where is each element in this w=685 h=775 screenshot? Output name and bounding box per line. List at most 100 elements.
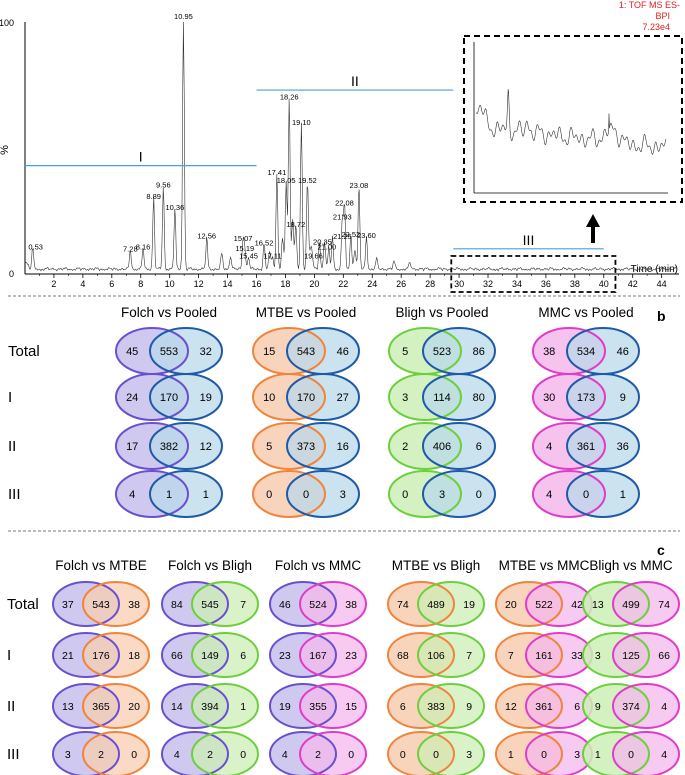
x-tick-label: 22 [338, 279, 348, 289]
venn-left-circle [161, 731, 229, 775]
peak-label: 12.56 [197, 232, 216, 241]
venn-right-only: 23 [345, 650, 357, 662]
venn-left-circle [387, 632, 455, 678]
venn-left-only: 37 [62, 599, 74, 611]
venn-right-fill [418, 582, 484, 626]
venn-left-circle [532, 422, 606, 470]
venn-left-only: 74 [397, 599, 409, 611]
comparison-title: MMC vs Pooled [538, 305, 633, 320]
venn-right-only: 46 [337, 346, 349, 358]
venn-shared: 0 [303, 489, 309, 501]
venn-right-fill [418, 684, 484, 728]
x-tick-label: 42 [628, 279, 638, 289]
row-label-iii: III [8, 486, 21, 503]
venn-shared: 553 [160, 346, 178, 358]
venn-shared: 522 [535, 599, 553, 611]
venn-right-only: 66 [658, 650, 670, 662]
row-label-ii: II [7, 698, 15, 715]
venn-right-only: 1 [240, 701, 246, 713]
venn-right-fill [300, 684, 366, 728]
venn-right-only: 4 [661, 749, 667, 761]
venn-right-fill [192, 633, 258, 677]
peak-label: 10.95 [174, 12, 193, 21]
venn-right-circle [191, 632, 259, 678]
venn-right-fill [526, 633, 592, 677]
venn-right-only: 19 [200, 392, 212, 404]
venn-left-circle [582, 683, 650, 729]
venn-left-only: 30 [543, 392, 555, 404]
venn-right-fill [418, 633, 484, 677]
venn-right-fill [150, 374, 222, 420]
venn-right-fill [418, 732, 484, 775]
venn-left-only: 3 [595, 650, 601, 662]
x-tick-label: 38 [570, 279, 580, 289]
venn-right-circle [612, 731, 680, 775]
venn-left-only: 17 [126, 441, 138, 453]
venn-right-fill [423, 423, 495, 469]
peak-label: 9.56 [156, 180, 171, 189]
peak-label: 18.72 [286, 220, 305, 229]
comparison-title: Bligh vs MMC [589, 558, 673, 573]
venn-shared: 489 [427, 599, 445, 611]
venn-right-only: 4 [661, 701, 667, 713]
comparison-title: MTBE vs Pooled [256, 305, 357, 320]
venn-right-only: 42 [571, 599, 583, 611]
venn-right-circle [299, 632, 367, 678]
venn-left-circle [387, 731, 455, 775]
x-tick-label: 14 [223, 279, 233, 289]
venn-right-fill [567, 328, 639, 374]
row-label-total: Total [7, 596, 39, 613]
venn-right-circle [422, 422, 496, 470]
venn-left-circle [115, 422, 189, 470]
venn-left-only: 3 [402, 392, 408, 404]
venn-right-only: 36 [617, 441, 629, 453]
venn-left-only: 38 [543, 346, 555, 358]
venn-left-only: 6 [400, 701, 406, 713]
venn-right-fill [192, 684, 258, 728]
row-label-total: Total [8, 343, 40, 360]
venn-left-only: 15 [263, 346, 275, 358]
venn-left-circle [388, 373, 462, 421]
venn-left-only: 5 [402, 346, 408, 358]
venn-left-only: 21 [62, 650, 74, 662]
venn-right-circle [82, 581, 150, 627]
venn-left-only: 19 [279, 701, 291, 713]
venn-left-circle [495, 632, 563, 678]
venn-left-only: 4 [174, 749, 180, 761]
peak-label: 17.41 [268, 168, 287, 177]
venn-right-only: 7 [466, 650, 472, 662]
x-tick-label: 32 [483, 279, 493, 289]
peak-label: 18.26 [280, 93, 299, 102]
venn-shared: 543 [92, 599, 110, 611]
panel-label-c: c [657, 542, 665, 558]
venn-right-only: 3 [574, 749, 580, 761]
venn-left-only: 1 [595, 749, 601, 761]
venn-shared: 545 [201, 599, 219, 611]
peak-label: 21.93 [333, 212, 352, 221]
region-label-II: II [351, 73, 359, 89]
venn-left-circle [582, 632, 650, 678]
venn-right-fill [613, 684, 679, 728]
peak-label: 7.28 [123, 244, 138, 253]
x-tick-label: 20 [309, 279, 319, 289]
venn-left-only: 5 [266, 441, 272, 453]
venn-left-circle [52, 683, 120, 729]
venn-right-fill [150, 471, 222, 517]
x-tick-label: 16 [251, 279, 261, 289]
venn-right-fill [83, 582, 149, 626]
venn-right-only: 16 [337, 441, 349, 453]
chromatogram-trace [24, 21, 677, 272]
venn-left-circle [269, 632, 337, 678]
venn-shared: 373 [297, 441, 315, 453]
venn-right-circle [191, 731, 259, 775]
comparison-title: Folch vs MMC [275, 558, 362, 573]
peak-label: 21.25 [333, 232, 352, 241]
venn-right-fill [150, 423, 222, 469]
venn-right-circle [612, 581, 680, 627]
venn-left-only: 45 [126, 346, 138, 358]
peak-label: 23.08 [350, 181, 369, 190]
venn-right-only: 33 [571, 650, 583, 662]
venn-left-only: 4 [546, 441, 552, 453]
venn-right-fill [287, 328, 359, 374]
venn-right-fill [300, 582, 366, 626]
